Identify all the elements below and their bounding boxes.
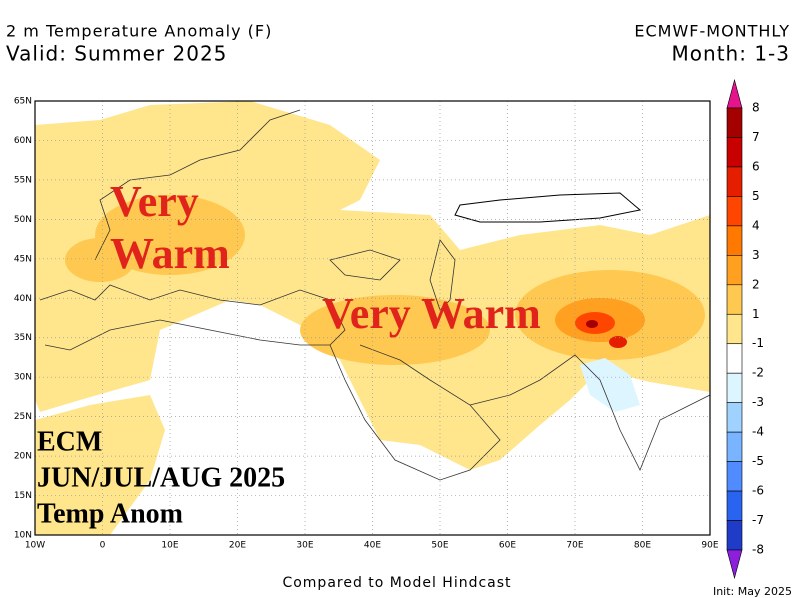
annotation: Temp Anom	[37, 498, 183, 529]
lat-label: 25N	[14, 412, 32, 422]
lat-label: 55N	[14, 175, 32, 185]
colorbar-label: -7	[752, 513, 764, 527]
title: 2 m Temperature Anomaly (F)	[6, 22, 272, 41]
init-label: Init: May 2025	[713, 585, 792, 598]
colorbar-segment	[726, 107, 743, 138]
lon-label: 70E	[566, 541, 583, 551]
lon-label: 80E	[634, 541, 651, 551]
lat-label: 20N	[14, 452, 32, 462]
colorbar-label: 1	[752, 307, 760, 321]
colorbar-label: -8	[752, 543, 764, 557]
colorbar-label: 7	[752, 130, 760, 144]
colorbar-label: -4	[752, 425, 764, 439]
colorbar-segment	[726, 431, 743, 462]
valid-label: Valid: Summer 2025	[6, 42, 227, 66]
lat-label: 60N	[14, 136, 32, 146]
lon-label: 50E	[431, 541, 448, 551]
annotation: Warm	[110, 229, 230, 278]
lon-label: 10E	[161, 541, 178, 551]
colorbar-segment	[726, 402, 743, 433]
colorbar-segment	[726, 225, 743, 256]
month-label: Month: 1-3	[672, 42, 790, 66]
map-frame	[34, 100, 711, 536]
lon-label: 60E	[499, 541, 516, 551]
model-label: ECMWF-MONTHLY	[634, 22, 790, 41]
lat-label: 35N	[14, 333, 32, 343]
colorbar-label: 3	[752, 248, 760, 262]
colorbar-segment	[726, 372, 743, 403]
colorbar-segment	[726, 137, 743, 168]
lon-label: 40E	[364, 541, 381, 551]
colorbar-label: 2	[752, 277, 760, 291]
colorbar-segment	[726, 461, 743, 492]
colorbar-arrow	[726, 549, 743, 580]
lat-label: 40N	[14, 294, 32, 304]
annotation: Very	[110, 177, 199, 226]
footer-text: Compared to Model Hindcast	[282, 575, 511, 591]
lat-label: 45N	[14, 254, 32, 264]
lat-label: 50N	[14, 215, 32, 225]
annotation: ECM	[37, 426, 102, 457]
lon-label: 30E	[296, 541, 313, 551]
colorbar-label: 6	[752, 159, 760, 173]
colorbar-segment	[726, 255, 743, 286]
lat-label: 30N	[14, 373, 32, 383]
colorbar-label: -1	[752, 336, 764, 350]
colorbar-label: -3	[752, 395, 764, 409]
colorbar-label: 4	[752, 218, 760, 232]
colorbar-segment	[726, 520, 743, 551]
colorbar-segment	[726, 284, 743, 315]
colorbar-segment	[726, 196, 743, 227]
colorbar-label: -2	[752, 366, 764, 380]
colorbar-segment	[726, 343, 743, 374]
lon-label: 0	[100, 541, 106, 551]
colorbar-segment	[726, 166, 743, 197]
colorbar-label: 5	[752, 189, 760, 203]
colorbar-label: -5	[752, 454, 764, 468]
annotation: JUN/JUL/AUG 2025	[37, 462, 285, 493]
colorbar-label: -6	[752, 484, 764, 498]
colorbar-segment	[726, 313, 743, 345]
lat-label: 10N	[14, 531, 32, 541]
annotation: Very Warm	[322, 289, 541, 338]
lon-label: 90E	[701, 541, 718, 551]
lat-label: 65N	[14, 97, 32, 107]
colorbar-label: 8	[752, 101, 760, 115]
colorbar-segment	[726, 490, 743, 521]
lon-label: 20E	[229, 541, 246, 551]
lat-label: 15N	[14, 491, 32, 501]
colorbar: 8 7 6 5 4 3 2 1 -1 -2 -3 -4 -5 -6 -7 -8	[726, 78, 764, 580]
coastlines	[39, 109, 711, 481]
lon-label: 10W	[25, 541, 45, 551]
